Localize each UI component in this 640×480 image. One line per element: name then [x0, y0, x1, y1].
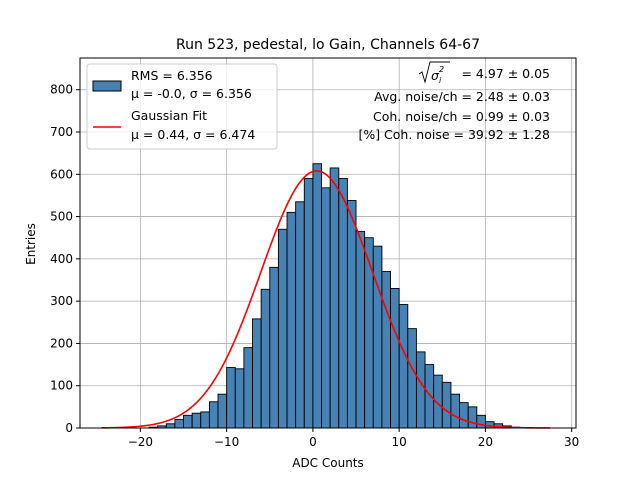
y-tick-label: 100	[50, 379, 73, 393]
histogram-bar	[286, 211, 297, 429]
histogram-bar	[277, 228, 288, 429]
histogram-bar	[252, 318, 262, 429]
y-tick-label: 600	[50, 167, 73, 181]
histogram-bar	[476, 414, 486, 429]
y-tick-label: 500	[50, 210, 73, 224]
coh-noise-text: Coh. noise/ch = 0.99 ± 0.03	[373, 109, 550, 124]
legend-stats-label: μ = -0.0, σ = 6.356	[131, 86, 252, 101]
pct-coh-noise-text: [%] Coh. noise = 39.92 ± 1.28	[358, 127, 550, 142]
histogram-bar	[234, 368, 245, 429]
histogram-bar	[312, 163, 322, 429]
histogram-bar	[450, 393, 460, 429]
histogram-bar	[260, 288, 271, 429]
x-axis-ticks: −20 −10 0 10 20 30	[128, 428, 579, 449]
histogram-bar	[217, 393, 228, 429]
y-tick-label: 800	[50, 83, 73, 97]
sigma-value-text: = 4.97 ± 0.05	[461, 66, 550, 81]
histogram-bars	[148, 163, 521, 429]
noise-annotations: σ 2 i = 4.97 ± 0.05 Avg. noise/ch = 2.48…	[358, 61, 550, 142]
legend-frame	[86, 63, 278, 150]
legend-fit-label: Gaussian Fit	[131, 108, 207, 123]
legend-histogram-swatch	[92, 80, 122, 92]
axes-frame	[79, 57, 577, 429]
histogram-bar	[329, 167, 340, 429]
histogram-bar	[424, 364, 435, 429]
avg-noise-text: Avg. noise/ch = 2.48 ± 0.03	[374, 89, 550, 104]
x-tick-label: −10	[214, 435, 239, 449]
x-axis-label: ADC Counts	[292, 456, 364, 470]
histogram-bar	[459, 402, 469, 429]
gaussian-fit-curve	[101, 170, 551, 429]
histogram-bar	[355, 230, 366, 429]
x-tick-label: 0	[309, 435, 317, 449]
histogram-bar	[321, 187, 331, 429]
histogram-bar	[191, 412, 202, 429]
y-axis-ticks: 0 100 200 300 400 500 600 700 800	[50, 83, 80, 435]
histogram-bar	[346, 200, 357, 429]
histogram-bar	[381, 271, 391, 429]
histogram-bar	[398, 304, 409, 429]
y-tick-label: 400	[50, 252, 73, 266]
legend-fit-params-label: μ = 0.44, σ = 6.474	[131, 127, 255, 142]
svg-text:σ: σ	[431, 68, 440, 83]
legend-rms-label: RMS = 6.356	[131, 68, 213, 83]
histogram-bar	[441, 381, 452, 429]
histogram-bar	[467, 406, 478, 429]
histogram-bar	[174, 419, 184, 429]
plot-area-frame	[79, 57, 577, 429]
histogram-bar	[364, 237, 374, 429]
histogram-bar	[295, 201, 305, 429]
histogram-bar	[372, 245, 383, 429]
y-axis-label: Entries	[24, 223, 38, 265]
histogram-bar	[226, 367, 236, 429]
chart-title: Run 523, pedestal, lo Gain, Channels 64-…	[176, 37, 480, 53]
histogram-bar	[338, 178, 348, 429]
x-tick-label: −20	[128, 435, 153, 449]
y-tick-label: 700	[50, 125, 73, 139]
x-tick-label: 30	[564, 435, 579, 449]
gaussian-fit-line	[101, 170, 551, 429]
y-tick-label: 200	[50, 336, 73, 350]
y-tick-label: 0	[65, 421, 73, 435]
histogram-bar	[200, 411, 210, 429]
svg-text:2: 2	[439, 65, 444, 74]
svg-text:i: i	[439, 76, 442, 85]
histogram-bar	[390, 288, 400, 429]
histogram-bar	[415, 351, 426, 429]
histogram-bar	[183, 414, 193, 429]
sqrt-sigma-symbol: σ 2 i	[418, 61, 450, 85]
histogram-bar	[407, 328, 417, 429]
histogram-bar	[243, 347, 253, 429]
histogram-bar	[165, 423, 176, 429]
x-tick-label: 20	[478, 435, 493, 449]
histogram-bar	[303, 178, 314, 429]
y-tick-label: 300	[50, 294, 73, 308]
x-tick-label: 10	[392, 435, 407, 449]
histogram-bar	[208, 401, 219, 429]
legend: RMS = 6.356 μ = -0.0, σ = 6.356 Gaussian…	[86, 63, 278, 150]
histogram-bar	[269, 266, 279, 429]
